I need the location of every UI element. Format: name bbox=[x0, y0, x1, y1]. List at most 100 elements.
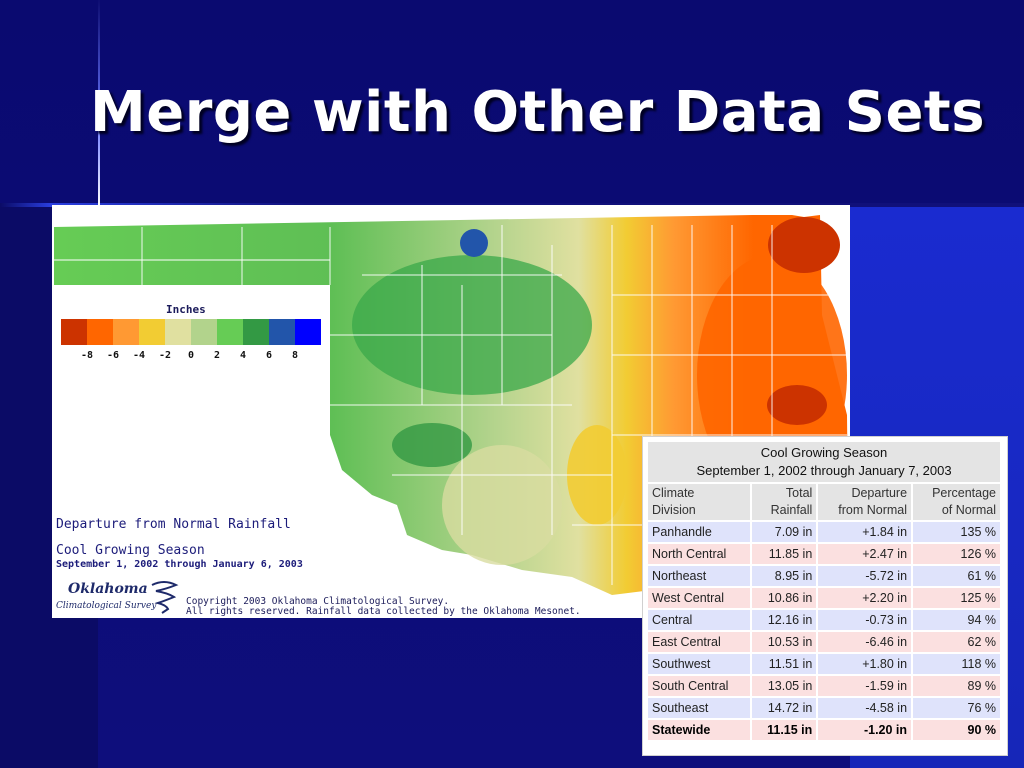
col-header-percent-line1: Percentage bbox=[932, 486, 996, 500]
table-cell: Southwest bbox=[648, 654, 751, 674]
table-cell: 90 % bbox=[913, 720, 1000, 740]
table-row: Southwest 11.51 in +1.80 in 118 % bbox=[648, 654, 1000, 674]
col-header-total-line1: Total bbox=[785, 486, 813, 500]
table-cell: 8.95 in bbox=[752, 566, 817, 586]
map-caption-title: Departure from Normal Rainfall bbox=[56, 517, 291, 532]
legend-swatch bbox=[113, 319, 139, 345]
table-cell: 11.15 in bbox=[752, 720, 817, 740]
logo-text-line1: Oklahoma bbox=[68, 581, 148, 597]
table-cell: 135 % bbox=[913, 522, 1000, 542]
table-cell: -6.46 in bbox=[818, 632, 912, 652]
table-cell: 10.53 in bbox=[752, 632, 817, 652]
ocs-logo: Oklahoma Climatological Survey bbox=[54, 577, 182, 617]
table-cell: 62 % bbox=[913, 632, 1000, 652]
col-header-total-line2: Rainfall bbox=[770, 503, 813, 517]
col-header-total: Total Rainfall bbox=[752, 484, 817, 520]
legend-swatch bbox=[243, 319, 269, 345]
map-caption-season: Cool Growing Season bbox=[56, 543, 205, 558]
rainfall-table: Cool Growing Season September 1, 2002 th… bbox=[646, 440, 1002, 742]
table-caption: Cool Growing Season September 1, 2002 th… bbox=[648, 442, 1000, 482]
dark-green-zone-2 bbox=[392, 423, 472, 467]
table-cell: -1.20 in bbox=[818, 720, 912, 740]
logo-text-line2: Climatological Survey bbox=[56, 601, 157, 611]
legend-tick-label: -6 bbox=[106, 350, 120, 361]
table-cell: West Central bbox=[648, 588, 751, 608]
table-cell: 89 % bbox=[913, 676, 1000, 696]
col-header-division-line2: Division bbox=[652, 503, 696, 517]
table-cell: 125 % bbox=[913, 588, 1000, 608]
table-row: North Central 11.85 in +2.47 in 126 % bbox=[648, 544, 1000, 564]
table-cell: 12.16 in bbox=[752, 610, 817, 630]
col-header-departure: Departure from Normal bbox=[818, 484, 912, 520]
table-cell: Panhandle bbox=[648, 522, 751, 542]
col-header-division-line1: Climate bbox=[652, 486, 695, 500]
legend-swatch bbox=[295, 319, 321, 345]
dark-green-zone-1 bbox=[352, 255, 592, 395]
table-cell: +1.80 in bbox=[818, 654, 912, 674]
legend-swatch bbox=[87, 319, 113, 345]
map-legend: Inches -8 -6 -4 -2 0 2 4 6 8 bbox=[52, 293, 328, 433]
legend-tick-label: -2 bbox=[158, 350, 172, 361]
table-cell: 14.72 in bbox=[752, 698, 817, 718]
table-caption-line2: September 1, 2002 through January 7, 200… bbox=[696, 463, 952, 478]
table-cell: -0.73 in bbox=[818, 610, 912, 630]
table-cell: 7.09 in bbox=[752, 522, 817, 542]
legend-title: Inches bbox=[166, 303, 206, 316]
rainfall-table-panel: Cool Growing Season September 1, 2002 th… bbox=[642, 436, 1008, 756]
legend-swatches bbox=[61, 319, 321, 345]
table-cell: 76 % bbox=[913, 698, 1000, 718]
table-cell: 94 % bbox=[913, 610, 1000, 630]
table-row: Southeast 14.72 in -4.58 in 76 % bbox=[648, 698, 1000, 718]
legend-tick-label: -4 bbox=[132, 350, 146, 361]
table-cell: 13.05 in bbox=[752, 676, 817, 696]
legend-ticks: -8 -6 -4 -2 0 2 4 6 8 bbox=[61, 350, 321, 364]
copyright-line-2: All rights reserved. Rainfall data colle… bbox=[186, 606, 581, 617]
table-cell: -4.58 in bbox=[818, 698, 912, 718]
table-cell: 118 % bbox=[913, 654, 1000, 674]
legend-tick-label: 2 bbox=[213, 350, 221, 361]
map-caption-dates: September 1, 2002 through January 6, 200… bbox=[56, 559, 303, 570]
table-row: Central 12.16 in -0.73 in 94 % bbox=[648, 610, 1000, 630]
table-row: Panhandle 7.09 in +1.84 in 135 % bbox=[648, 522, 1000, 542]
table-cell: Statewide bbox=[648, 720, 751, 740]
col-header-departure-line2: from Normal bbox=[838, 503, 908, 517]
copyright-line-1: Copyright 2003 Oklahoma Climatological S… bbox=[186, 596, 450, 607]
tornado-swirl-icon bbox=[151, 581, 179, 614]
legend-tick-label: 6 bbox=[265, 350, 273, 361]
table-cell: -1.59 in bbox=[818, 676, 912, 696]
legend-tick-label: -8 bbox=[80, 350, 94, 361]
col-header-percent: Percentage of Normal bbox=[913, 484, 1000, 520]
col-header-departure-line1: Departure bbox=[851, 486, 908, 500]
table-row: East Central 10.53 in -6.46 in 62 % bbox=[648, 632, 1000, 652]
blue-zone bbox=[460, 229, 488, 257]
slide-title: Merge with Other Data Sets bbox=[90, 80, 986, 145]
table-cell: Southeast bbox=[648, 698, 751, 718]
vertical-rule bbox=[98, 0, 100, 205]
legend-tick-label: 0 bbox=[187, 350, 195, 361]
legend-tick-label: 8 bbox=[291, 350, 299, 361]
red-zone-2 bbox=[767, 385, 827, 425]
legend-swatch bbox=[61, 319, 87, 345]
table-row: West Central 10.86 in +2.20 in 125 % bbox=[648, 588, 1000, 608]
table-row-statewide: Statewide 11.15 in -1.20 in 90 % bbox=[648, 720, 1000, 740]
light-zone bbox=[442, 445, 562, 565]
col-header-division: Climate Division bbox=[648, 484, 751, 520]
table-cell: East Central bbox=[648, 632, 751, 652]
legend-swatch bbox=[165, 319, 191, 345]
table-cell: 10.86 in bbox=[752, 588, 817, 608]
table-cell: +2.20 in bbox=[818, 588, 912, 608]
table-caption-line1: Cool Growing Season bbox=[760, 445, 888, 460]
table-cell: North Central bbox=[648, 544, 751, 564]
table-cell: 11.85 in bbox=[752, 544, 817, 564]
table-cell: +1.84 in bbox=[818, 522, 912, 542]
legend-swatch bbox=[191, 319, 217, 345]
table-cell: Central bbox=[648, 610, 751, 630]
table-cell: 11.51 in bbox=[752, 654, 817, 674]
table-row: Northeast 8.95 in -5.72 in 61 % bbox=[648, 566, 1000, 586]
legend-tick-label: 4 bbox=[239, 350, 247, 361]
red-zone-1 bbox=[768, 217, 840, 273]
table-cell: -5.72 in bbox=[818, 566, 912, 586]
table-cell: Northeast bbox=[648, 566, 751, 586]
legend-swatch bbox=[139, 319, 165, 345]
legend-swatch bbox=[217, 319, 243, 345]
